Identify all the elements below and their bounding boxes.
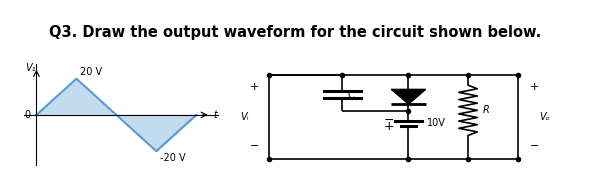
Text: −: − — [384, 114, 394, 127]
Text: Vₒ: Vₒ — [539, 112, 550, 122]
Text: C: C — [348, 90, 354, 100]
Text: 0: 0 — [24, 110, 30, 120]
Text: Vᵢ: Vᵢ — [241, 112, 249, 122]
Polygon shape — [391, 89, 426, 104]
Text: 10V: 10V — [427, 118, 446, 128]
Text: +: + — [530, 82, 539, 92]
Text: Q3. Draw the output waveform for the circuit shown below.: Q3. Draw the output waveform for the cir… — [50, 25, 541, 40]
Text: V₁: V₁ — [25, 63, 35, 73]
Text: −: − — [250, 141, 259, 151]
Text: −: − — [530, 141, 539, 151]
Text: +: + — [384, 120, 394, 133]
Text: -20 V: -20 V — [160, 153, 185, 163]
Text: 20 V: 20 V — [80, 67, 102, 77]
Text: t: t — [214, 110, 217, 120]
Text: R: R — [483, 105, 490, 115]
Text: +: + — [250, 82, 259, 92]
